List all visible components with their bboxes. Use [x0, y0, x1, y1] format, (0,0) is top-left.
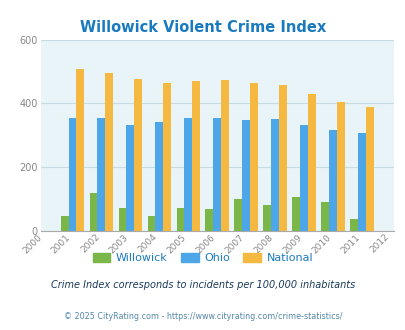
Bar [299, 125, 307, 231]
Bar [90, 193, 97, 231]
Bar [61, 216, 68, 231]
Bar [221, 80, 228, 231]
Bar [126, 125, 134, 231]
Bar [234, 199, 242, 231]
Bar [278, 85, 286, 231]
Bar [134, 80, 142, 231]
Bar [192, 81, 200, 231]
Bar [263, 205, 271, 231]
Text: © 2025 CityRating.com - https://www.cityrating.com/crime-statistics/: © 2025 CityRating.com - https://www.city… [64, 312, 341, 321]
Bar [213, 118, 221, 231]
Bar [336, 102, 344, 231]
Bar [357, 133, 365, 231]
Bar [365, 107, 373, 231]
Bar [350, 219, 357, 231]
Bar [205, 209, 213, 231]
Bar [249, 82, 257, 231]
Bar [292, 197, 299, 231]
Bar [97, 118, 105, 231]
Bar [76, 69, 84, 231]
Bar [163, 83, 171, 231]
Bar [147, 216, 155, 231]
Text: Willowick Violent Crime Index: Willowick Violent Crime Index [80, 20, 325, 35]
Bar [328, 130, 336, 231]
Text: Crime Index corresponds to incidents per 100,000 inhabitants: Crime Index corresponds to incidents per… [51, 280, 354, 290]
Legend: Willowick, Ohio, National: Willowick, Ohio, National [88, 248, 317, 267]
Bar [155, 121, 163, 231]
Bar [320, 202, 328, 231]
Bar [184, 118, 192, 231]
Bar [242, 120, 249, 231]
Bar [118, 208, 126, 231]
Bar [271, 119, 278, 231]
Bar [307, 94, 315, 231]
Bar [68, 118, 76, 231]
Bar [105, 73, 113, 231]
Bar [176, 208, 184, 231]
